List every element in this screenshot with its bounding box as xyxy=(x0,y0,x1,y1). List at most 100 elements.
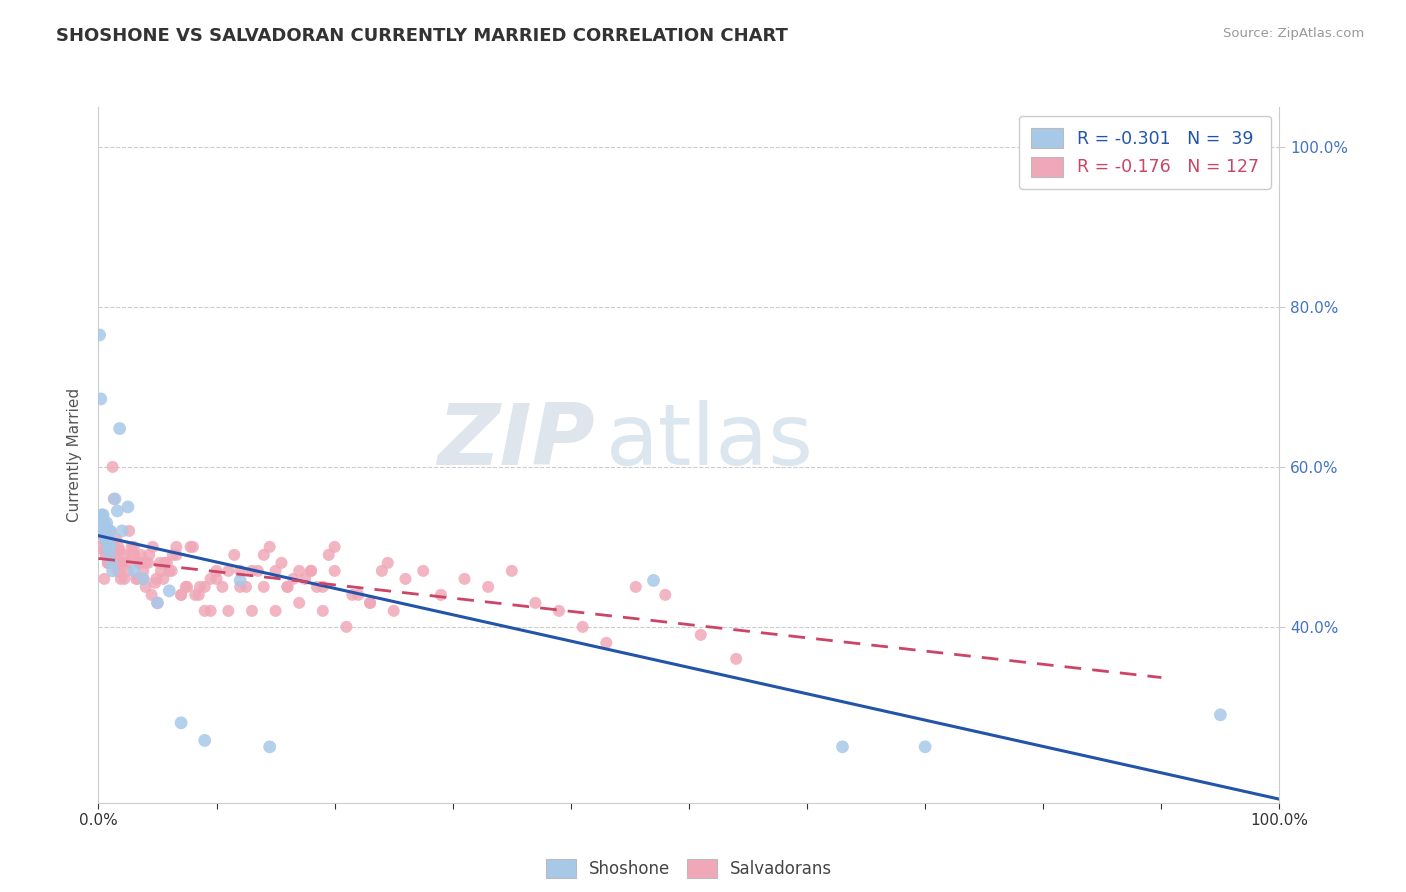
Point xyxy=(288,596,311,610)
Point xyxy=(914,739,936,754)
Point xyxy=(246,564,269,578)
Point xyxy=(160,564,183,578)
Point xyxy=(382,604,405,618)
Point xyxy=(122,564,145,578)
Point xyxy=(643,574,665,588)
Text: SHOSHONE VS SALVADORAN CURRENTLY MARRIED CORRELATION CHART: SHOSHONE VS SALVADORAN CURRENTLY MARRIED… xyxy=(56,27,789,45)
Point xyxy=(98,548,121,562)
Point xyxy=(105,556,128,570)
Point xyxy=(200,572,222,586)
Text: Source: ZipAtlas.com: Source: ZipAtlas.com xyxy=(1223,27,1364,40)
Point xyxy=(112,572,135,586)
Point xyxy=(143,575,166,590)
Point xyxy=(96,516,118,530)
Point xyxy=(299,564,322,578)
Legend: Shoshone, Salvadorans: Shoshone, Salvadorans xyxy=(538,853,839,885)
Point xyxy=(110,572,132,586)
Point xyxy=(100,556,122,570)
Point xyxy=(229,580,252,594)
Point xyxy=(118,524,141,538)
Point xyxy=(93,572,115,586)
Point xyxy=(335,620,357,634)
Point xyxy=(347,588,370,602)
Point xyxy=(224,548,246,562)
Point xyxy=(94,524,117,538)
Point xyxy=(253,548,276,562)
Point xyxy=(253,580,276,594)
Point xyxy=(107,540,129,554)
Point xyxy=(194,580,217,594)
Point xyxy=(96,540,118,554)
Point xyxy=(93,544,115,558)
Point xyxy=(98,524,121,538)
Point xyxy=(117,564,139,578)
Point xyxy=(132,572,155,586)
Point xyxy=(91,508,114,522)
Point xyxy=(359,596,381,610)
Point xyxy=(318,548,340,562)
Point xyxy=(259,739,281,754)
Point xyxy=(153,556,176,570)
Point xyxy=(91,508,114,522)
Point xyxy=(176,580,198,594)
Point xyxy=(129,548,152,562)
Point xyxy=(288,564,311,578)
Point xyxy=(112,548,135,562)
Point xyxy=(323,564,346,578)
Point xyxy=(294,572,316,586)
Point xyxy=(430,588,453,602)
Point xyxy=(165,548,187,562)
Point xyxy=(205,564,228,578)
Point xyxy=(105,564,128,578)
Point xyxy=(115,556,138,570)
Point xyxy=(377,556,399,570)
Point xyxy=(108,421,131,435)
Text: ZIP: ZIP xyxy=(437,400,595,483)
Point xyxy=(305,580,328,594)
Point xyxy=(111,524,134,538)
Point xyxy=(135,556,157,570)
Point xyxy=(180,540,202,554)
Point xyxy=(217,604,239,618)
Point xyxy=(97,524,120,538)
Point xyxy=(91,512,114,526)
Point xyxy=(101,459,124,474)
Point xyxy=(94,548,117,562)
Point xyxy=(170,588,193,602)
Point xyxy=(91,524,114,538)
Point xyxy=(98,540,121,554)
Point xyxy=(152,572,174,586)
Point xyxy=(217,564,239,578)
Point xyxy=(108,544,131,558)
Point xyxy=(103,491,125,506)
Point xyxy=(122,540,145,554)
Point xyxy=(105,532,128,546)
Point xyxy=(90,520,112,534)
Point xyxy=(194,733,217,747)
Point xyxy=(235,580,257,594)
Point xyxy=(170,588,193,602)
Y-axis label: Currently Married: Currently Married xyxy=(67,388,83,522)
Point xyxy=(103,540,125,554)
Point xyxy=(194,604,217,618)
Point xyxy=(149,556,172,570)
Point xyxy=(91,540,114,554)
Point xyxy=(654,588,676,602)
Point xyxy=(94,532,117,546)
Point xyxy=(121,540,143,554)
Point xyxy=(264,604,287,618)
Point xyxy=(184,588,207,602)
Point xyxy=(117,500,139,514)
Point xyxy=(174,580,197,594)
Point xyxy=(93,524,115,538)
Point xyxy=(121,548,143,562)
Point xyxy=(157,564,180,578)
Point xyxy=(93,516,115,530)
Point xyxy=(229,574,252,588)
Point xyxy=(276,580,298,594)
Point xyxy=(98,532,121,546)
Point xyxy=(240,564,263,578)
Point xyxy=(97,556,120,570)
Point xyxy=(98,548,121,562)
Point xyxy=(270,556,292,570)
